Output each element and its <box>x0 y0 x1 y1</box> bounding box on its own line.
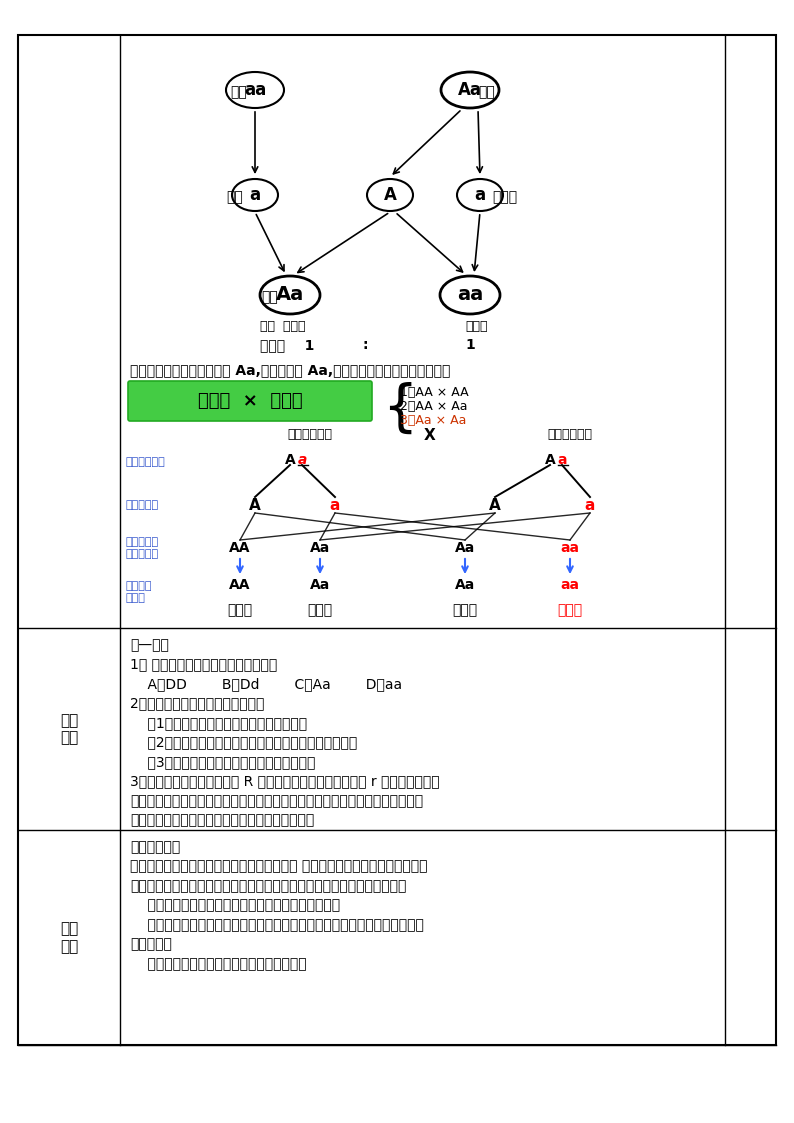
Text: 生：不是，有的不能，只要没有涉及到遗传基因的改变，新的性状就不可能: 生：不是，有的不能，只要没有涉及到遗传基因的改变，新的性状就不可能 <box>130 917 424 932</box>
Text: 子女: 子女 <box>261 290 278 304</box>
Text: aa: aa <box>561 541 580 555</box>
Text: a: a <box>330 497 340 512</box>
Text: 课堂
检测: 课堂 检测 <box>60 713 78 746</box>
Text: 【放飞课堂】: 【放飞课堂】 <box>130 840 180 853</box>
Text: 性状  双眼皮: 性状 双眼皮 <box>260 320 306 334</box>
Text: A: A <box>384 186 396 204</box>
Text: 2、下列叙述是否正确，说明理由：: 2、下列叙述是否正确，说明理由： <box>130 696 264 711</box>
Text: 对夫妻都有耳垂，而他们生下了一个无耳垂的孩子。那么若再生一个孩子，无耳: 对夫妻都有耳垂，而他们生下了一个无耳垂的孩子。那么若再生一个孩子，无耳 <box>130 794 423 809</box>
Text: a: a <box>557 453 567 467</box>
Text: 单眼皮: 单眼皮 <box>465 320 488 334</box>
Text: Aa: Aa <box>310 541 330 555</box>
Text: 例、某人的鼻子本来比较平直，一场车祸后， 伤虽然好了，但是鼻子却撞歪了。: 例、某人的鼻子本来比较平直，一场车祸后， 伤虽然好了，但是鼻子却撞歪了。 <box>130 859 427 874</box>
Text: AA: AA <box>229 578 251 592</box>
Text: 3、Aa × Aa: 3、Aa × Aa <box>400 414 466 427</box>
Text: 配子的基因: 配子的基因 <box>125 500 158 510</box>
Text: Aa: Aa <box>276 285 304 304</box>
Text: 卵细胞: 卵细胞 <box>492 190 517 204</box>
Text: 知识
拓展: 知识 拓展 <box>60 921 78 953</box>
Text: 垂的可能性是多少？你能用遗传图解进行说明吗？: 垂的可能性是多少？你能用遗传图解进行说明吗？ <box>130 813 314 828</box>
Text: 遗传下去。: 遗传下去。 <box>130 938 172 951</box>
Text: （2）父母都是有耳垂的，生下的子女不一定都有耳垂。: （2）父母都是有耳垂的，生下的子女不一定都有耳垂。 <box>130 736 357 749</box>
Text: a: a <box>297 453 306 467</box>
Text: 有耳垂: 有耳垂 <box>453 603 477 617</box>
Text: 3、人类有耳垂是由显性基因 R 控制的，无耳垂是由隐性基因 r 控制的。如果一: 3、人类有耳垂是由显性基因 R 控制的，无耳垂是由隐性基因 r 控制的。如果一 <box>130 775 440 788</box>
Text: 性状比    1: 性状比 1 <box>260 338 314 351</box>
Text: （3）能够遗传给后代的性状都是显性性状。: （3）能够遗传给后代的性状都是显性性状。 <box>130 755 315 769</box>
Text: 母亲: 母亲 <box>478 85 495 99</box>
Bar <box>18 35 776 1046</box>
Text: a: a <box>585 497 596 512</box>
Text: 【解决问题】若每为有耳垂 Aa,父为有耳垂 Aa,请画出子女基因型的遗传图解。: 【解决问题】若每为有耳垂 Aa,父为有耳垂 Aa,请画出子女基因型的遗传图解。 <box>130 363 450 377</box>
Text: 1: 1 <box>465 338 475 351</box>
Text: aa: aa <box>244 81 266 99</box>
FancyBboxPatch shape <box>128 381 372 421</box>
Text: 1、 能够显示出隐性性状的基因型是：: 1、 能够显示出隐性性状的基因型是： <box>130 657 277 672</box>
Text: :: : <box>362 338 368 351</box>
Text: Aa: Aa <box>455 578 475 592</box>
Text: 1、AA × AA: 1、AA × AA <box>400 386 468 399</box>
Text: X: X <box>424 428 436 442</box>
Text: 他担心会遗传给下一代，因此很伤心，你能给他做做思想工作吗？怎么做？: 他担心会遗传给下一代，因此很伤心，你能给他做做思想工作吗？怎么做？ <box>130 879 407 893</box>
Text: 精子: 精子 <box>226 190 243 204</box>
Text: 父母基因组成: 父母基因组成 <box>125 457 164 467</box>
Text: A、DD        B、Dd        C、Aa        D、aa: A、DD B、Dd C、Aa D、aa <box>130 677 402 691</box>
Text: A: A <box>545 453 555 467</box>
Text: （1）隐性性状是指不能表现出来的性状。: （1）隐性性状是指不能表现出来的性状。 <box>130 716 307 730</box>
Text: 有耳垂: 有耳垂 <box>307 603 333 617</box>
Text: aa: aa <box>457 285 483 304</box>
Text: aa: aa <box>561 578 580 592</box>
Text: 练—练：: 练—练： <box>130 638 169 652</box>
Text: Aa: Aa <box>458 81 482 99</box>
Text: 父（有耳垂）: 父（有耳垂） <box>548 429 592 441</box>
Text: 师：大家说的非常好，人体的所有性状都能遗传吗？: 师：大家说的非常好，人体的所有性状都能遗传吗？ <box>130 898 340 913</box>
Text: 子女的性
状表现: 子女的性 状表现 <box>125 582 152 603</box>
Text: 有耳垂  ×  有耳垂: 有耳垂 × 有耳垂 <box>198 392 303 410</box>
Text: A: A <box>249 497 261 512</box>
Text: 无耳垂: 无耳垂 <box>557 603 583 617</box>
Text: A: A <box>284 453 295 467</box>
Text: Aa: Aa <box>310 578 330 592</box>
Text: A: A <box>489 497 501 512</box>
Text: 父亲: 父亲 <box>230 85 247 99</box>
Text: a: a <box>475 186 486 204</box>
Text: Aa: Aa <box>455 541 475 555</box>
Text: 例：狼孩事件、南橘北枝、韭菜变韭黄等。: 例：狼孩事件、南橘北枝、韭菜变韭黄等。 <box>130 957 306 971</box>
Text: 受精卵可能
的基因组成: 受精卵可能 的基因组成 <box>125 537 158 559</box>
Text: 母（有耳垂）: 母（有耳垂） <box>287 429 333 441</box>
Text: 有耳垂: 有耳垂 <box>227 603 252 617</box>
Text: {: { <box>382 382 418 436</box>
Text: AA: AA <box>229 541 251 555</box>
Text: 2、AA × Aa: 2、AA × Aa <box>400 400 468 413</box>
Text: a: a <box>249 186 260 204</box>
